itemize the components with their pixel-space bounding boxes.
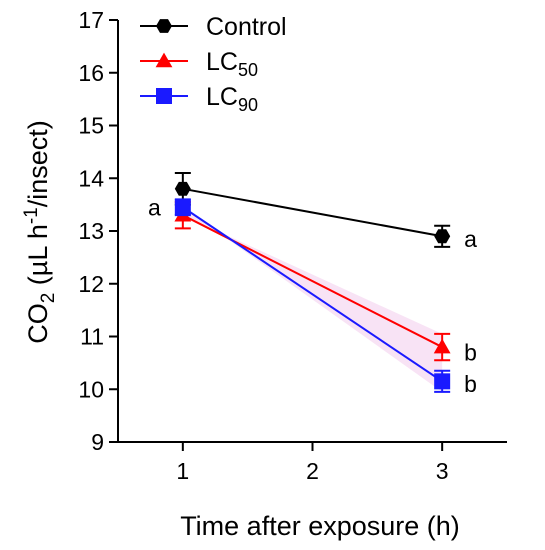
legend-item: Control xyxy=(140,13,287,41)
legend-item: LC90 xyxy=(140,83,258,115)
legend-label: LC50 xyxy=(206,48,258,80)
x-axis-label: Time after exposure (h) xyxy=(180,511,460,541)
legend-label-subscript: 50 xyxy=(238,60,258,80)
significance-letter: a xyxy=(464,226,477,252)
legend-item: LC50 xyxy=(140,48,258,80)
significance-letter: b xyxy=(464,371,477,397)
significance-letter: a xyxy=(148,194,161,220)
data-point xyxy=(174,181,191,196)
significance-letters: a a bb xyxy=(148,194,477,397)
series-line xyxy=(182,187,443,238)
series-line xyxy=(182,206,443,383)
y-tick-label: 10 xyxy=(78,376,104,402)
y-tick-label: 13 xyxy=(78,218,104,244)
error-bands xyxy=(182,207,443,392)
x-tick-label: 1 xyxy=(176,458,189,484)
y-axis-label-unit: (µL h xyxy=(23,224,53,293)
y-axis-label-superscript: -1 xyxy=(21,207,42,224)
error-band xyxy=(182,207,443,392)
data-point xyxy=(433,338,451,354)
legend-marker xyxy=(156,19,172,33)
series-line xyxy=(182,214,443,348)
data-point xyxy=(434,229,451,244)
data-point xyxy=(434,373,451,390)
legend-label: LC90 xyxy=(206,83,258,115)
legend-marker xyxy=(155,52,173,68)
x-tick-label: 3 xyxy=(436,458,449,484)
series-lc90 xyxy=(174,198,451,393)
y-axis-label-main: CO xyxy=(23,303,53,344)
y-tick-label: 17 xyxy=(78,7,104,33)
y-axis-label-subscript: 2 xyxy=(38,293,59,304)
y-tick-label: 11 xyxy=(80,324,104,350)
y-tick-label: 9 xyxy=(91,429,104,455)
significance-letter: b xyxy=(464,339,477,365)
legend-label-subscript: 90 xyxy=(238,95,258,115)
legend-label-main: Control xyxy=(206,13,287,41)
x-axis: 1 2 3 xyxy=(117,441,507,484)
x-ticks: 1 2 3 xyxy=(176,442,449,484)
series-layer xyxy=(174,171,451,393)
y-tick-label: 14 xyxy=(78,165,104,191)
y-axis-label-unit-end: /insect) xyxy=(23,120,53,207)
y-axis-label: CO2 (µL h-1/insect) xyxy=(21,120,59,344)
y-tick-label: 12 xyxy=(78,271,104,297)
x-tick-label: 2 xyxy=(306,458,319,484)
series-control xyxy=(174,171,451,248)
legend-label-main: LC xyxy=(206,83,238,111)
legend-label-main: LC xyxy=(206,48,238,76)
y-axis: 9 10 11 12 13 14 15 16 17 xyxy=(78,7,119,455)
y-tick-label: 15 xyxy=(78,113,104,139)
legend-label: Control xyxy=(206,13,287,41)
legend-marker xyxy=(156,88,172,104)
data-point xyxy=(174,199,191,216)
y-tick-label: 16 xyxy=(78,60,104,86)
y-ticks: 9 10 11 12 13 14 15 16 17 xyxy=(78,7,118,455)
